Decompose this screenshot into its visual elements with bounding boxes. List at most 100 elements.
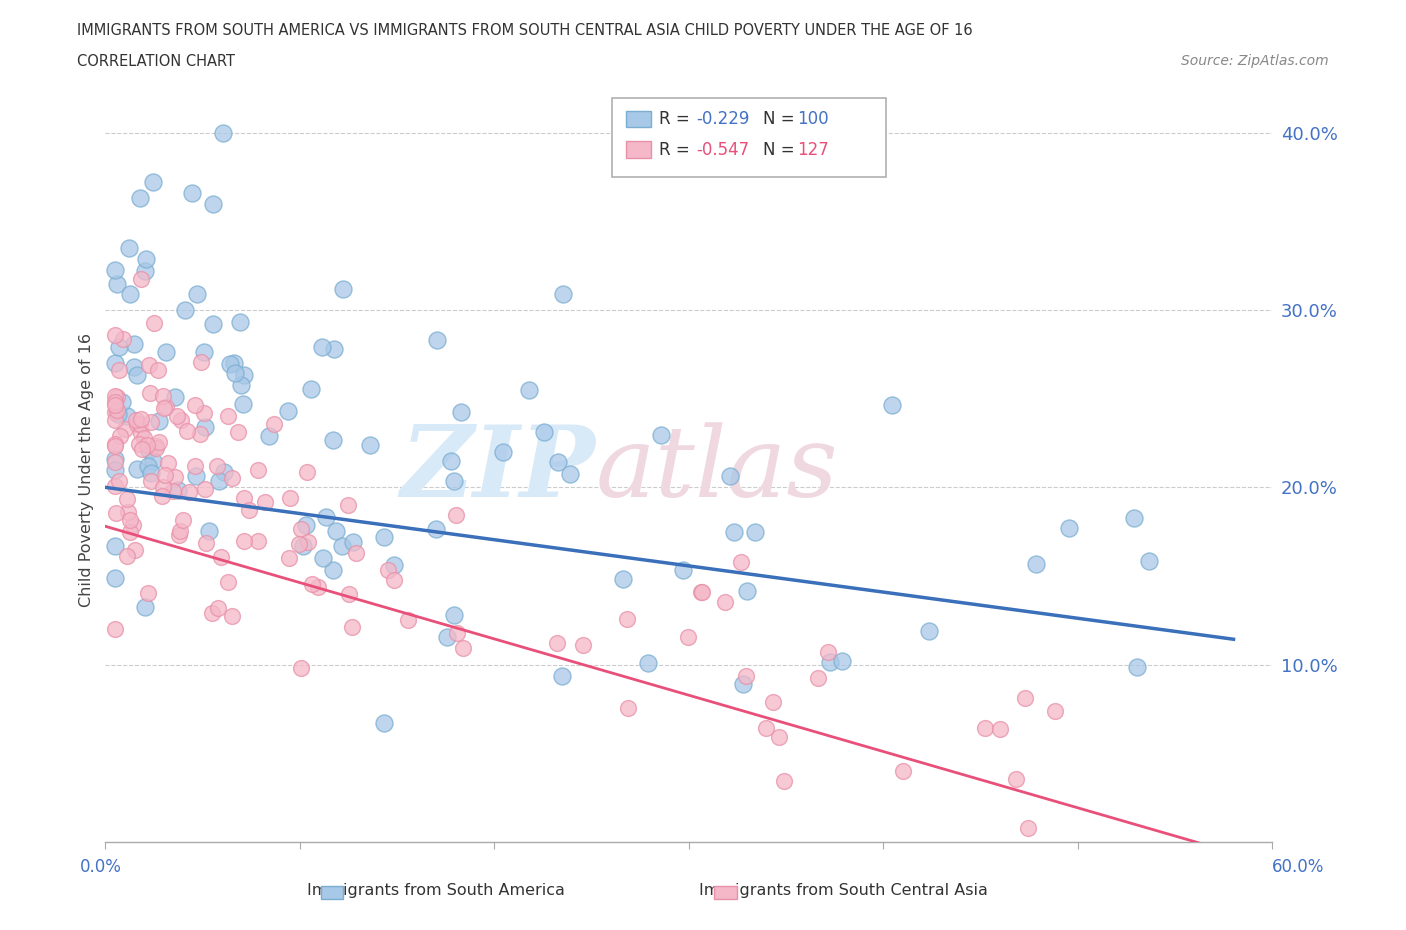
Point <box>155 345 177 360</box>
Point <box>221 471 243 485</box>
Point <box>733 676 755 691</box>
Point <box>446 626 468 641</box>
Point <box>444 508 467 523</box>
Point <box>125 417 148 432</box>
Point <box>224 356 246 371</box>
Point <box>1014 691 1036 706</box>
Point <box>105 403 128 418</box>
Point <box>163 390 186 405</box>
Point <box>194 419 217 434</box>
Point <box>436 630 458 644</box>
Point <box>533 425 555 440</box>
Point <box>259 429 281 444</box>
Point <box>105 505 128 520</box>
Point <box>104 405 127 419</box>
Point <box>315 510 337 525</box>
Point <box>186 286 208 301</box>
Point <box>233 534 256 549</box>
Point <box>135 251 157 266</box>
Point <box>254 495 277 510</box>
Point <box>426 333 449 348</box>
Point <box>373 715 395 730</box>
Point <box>425 522 447 537</box>
Point <box>184 458 207 473</box>
Point <box>295 517 318 532</box>
Point <box>105 390 128 405</box>
Point <box>247 533 270 548</box>
Point <box>231 377 253 392</box>
Point <box>125 367 148 382</box>
Point <box>184 469 207 484</box>
Point <box>104 413 127 428</box>
Point <box>312 551 335 565</box>
Point <box>104 394 127 409</box>
Point <box>247 462 270 477</box>
Point <box>560 467 582 482</box>
Point <box>616 700 638 715</box>
Point <box>105 276 128 291</box>
Text: N =: N = <box>763 140 800 159</box>
Point <box>820 655 842 670</box>
Point <box>396 613 419 628</box>
Point <box>744 525 766 539</box>
Point <box>114 422 136 437</box>
Point <box>115 492 138 507</box>
Point <box>122 360 145 375</box>
Point <box>142 454 165 469</box>
Point <box>690 585 713 600</box>
Point <box>297 535 319 550</box>
Text: ZIP: ZIP <box>401 421 596 518</box>
Point <box>332 282 354 297</box>
Point <box>148 414 170 429</box>
Point <box>807 671 830 685</box>
Point <box>1137 553 1160 568</box>
Point <box>118 512 141 527</box>
Point <box>190 354 212 369</box>
Point <box>676 630 699 644</box>
Point <box>277 403 299 418</box>
Point <box>156 455 179 470</box>
Point <box>278 551 301 565</box>
Point <box>762 695 785 710</box>
Point <box>233 490 256 505</box>
Point <box>551 286 574 301</box>
Point <box>129 411 152 426</box>
Point <box>233 367 256 382</box>
Point <box>139 415 162 430</box>
Point <box>616 612 638 627</box>
Point <box>672 563 695 578</box>
Point <box>173 303 195 318</box>
Text: 100: 100 <box>797 110 828 128</box>
Point <box>1045 704 1067 719</box>
Point <box>134 264 156 279</box>
Point <box>142 175 165 190</box>
Point <box>730 555 752 570</box>
Point <box>517 383 540 398</box>
Point <box>104 538 127 553</box>
Point <box>115 408 138 423</box>
Point <box>278 490 301 505</box>
Point <box>547 455 569 470</box>
Point <box>1122 511 1144 525</box>
Point <box>288 537 311 551</box>
Point <box>124 543 146 558</box>
Point <box>104 398 127 413</box>
Point <box>217 575 239 590</box>
Text: IMMIGRANTS FROM SOUTH AMERICA VS IMMIGRANTS FROM SOUTH CENTRAL ASIA CHILD POVERT: IMMIGRANTS FROM SOUTH AMERICA VS IMMIGRA… <box>77 23 973 38</box>
Point <box>194 536 217 551</box>
Point <box>197 524 219 538</box>
Point <box>118 241 141 256</box>
Point <box>129 417 152 432</box>
Point <box>167 527 190 542</box>
Point <box>138 357 160 372</box>
Point <box>295 464 318 479</box>
Point <box>163 470 186 485</box>
Point <box>1125 660 1147 675</box>
Point <box>322 432 344 447</box>
Point <box>193 405 215 420</box>
Point <box>167 483 190 498</box>
Point <box>138 386 160 401</box>
Point <box>125 461 148 476</box>
Point <box>880 397 903 412</box>
Point <box>104 462 127 477</box>
